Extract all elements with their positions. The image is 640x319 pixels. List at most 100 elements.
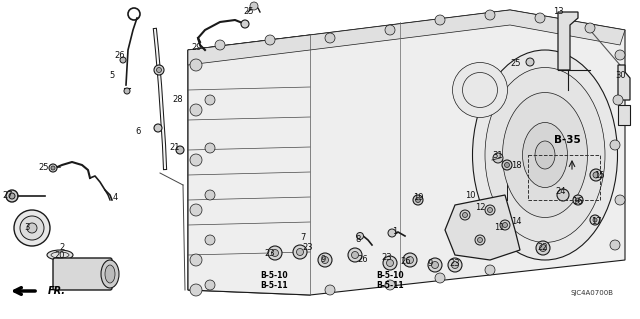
- Text: 17: 17: [591, 217, 602, 226]
- Circle shape: [536, 241, 550, 255]
- Circle shape: [415, 197, 420, 203]
- FancyBboxPatch shape: [53, 258, 112, 290]
- Circle shape: [190, 284, 202, 296]
- Text: 5: 5: [109, 70, 115, 79]
- Text: 9: 9: [428, 258, 433, 268]
- Circle shape: [403, 253, 417, 267]
- Circle shape: [351, 251, 358, 258]
- Circle shape: [504, 162, 509, 167]
- Circle shape: [485, 10, 495, 20]
- Circle shape: [451, 262, 458, 269]
- Circle shape: [485, 205, 495, 215]
- Text: 10: 10: [465, 191, 476, 201]
- Text: B-5-11: B-5-11: [260, 281, 288, 290]
- Text: 6: 6: [135, 128, 141, 137]
- Circle shape: [448, 258, 462, 272]
- Ellipse shape: [535, 141, 555, 169]
- Circle shape: [154, 65, 164, 75]
- Circle shape: [488, 207, 493, 212]
- Text: B-35: B-35: [554, 135, 580, 145]
- Circle shape: [49, 164, 57, 172]
- Text: 20: 20: [55, 250, 65, 259]
- Text: 26: 26: [358, 255, 368, 263]
- Text: 19: 19: [413, 192, 423, 202]
- Circle shape: [413, 195, 423, 205]
- Circle shape: [431, 262, 438, 269]
- Text: 11: 11: [493, 222, 504, 232]
- Text: 30: 30: [616, 70, 627, 79]
- Text: B-5-11: B-5-11: [376, 281, 404, 290]
- Circle shape: [27, 223, 37, 233]
- Text: 25: 25: [244, 6, 254, 16]
- Text: 23: 23: [450, 258, 460, 268]
- Circle shape: [493, 153, 503, 163]
- Text: 26: 26: [401, 256, 412, 265]
- Circle shape: [388, 229, 396, 237]
- Circle shape: [502, 222, 508, 227]
- Text: 21: 21: [170, 144, 180, 152]
- Circle shape: [475, 235, 485, 245]
- Circle shape: [593, 218, 597, 222]
- Text: 24: 24: [556, 188, 566, 197]
- Circle shape: [477, 238, 483, 242]
- Circle shape: [241, 20, 249, 28]
- Circle shape: [154, 124, 162, 132]
- Circle shape: [435, 273, 445, 283]
- Circle shape: [205, 143, 215, 153]
- Circle shape: [610, 140, 620, 150]
- Circle shape: [406, 256, 413, 263]
- Circle shape: [535, 13, 545, 23]
- Polygon shape: [558, 12, 578, 70]
- Circle shape: [613, 95, 623, 105]
- Text: 25: 25: [39, 164, 49, 173]
- Circle shape: [385, 280, 395, 290]
- Circle shape: [460, 210, 470, 220]
- Text: 27: 27: [3, 191, 13, 201]
- Circle shape: [485, 265, 495, 275]
- Circle shape: [385, 25, 395, 35]
- Circle shape: [190, 104, 202, 116]
- Polygon shape: [188, 10, 625, 65]
- Circle shape: [271, 249, 278, 256]
- Circle shape: [610, 240, 620, 250]
- Ellipse shape: [452, 63, 508, 117]
- Circle shape: [265, 35, 275, 45]
- Circle shape: [573, 195, 583, 205]
- Text: 28: 28: [173, 95, 183, 105]
- Text: 22: 22: [538, 243, 548, 253]
- Text: 13: 13: [553, 8, 563, 17]
- Ellipse shape: [47, 250, 73, 260]
- Text: 4: 4: [113, 192, 118, 202]
- Circle shape: [590, 215, 600, 225]
- Circle shape: [590, 169, 602, 181]
- Text: 25: 25: [511, 58, 521, 68]
- Ellipse shape: [485, 68, 605, 242]
- Polygon shape: [445, 195, 520, 260]
- Circle shape: [6, 190, 18, 202]
- Text: FR.: FR.: [48, 286, 66, 296]
- Bar: [528, 155, 600, 200]
- Circle shape: [502, 160, 512, 170]
- Circle shape: [215, 40, 225, 50]
- Text: 7: 7: [300, 233, 306, 241]
- Text: 12: 12: [475, 204, 485, 212]
- Circle shape: [325, 285, 335, 295]
- Ellipse shape: [101, 260, 119, 288]
- Circle shape: [250, 2, 258, 10]
- Circle shape: [14, 210, 50, 246]
- Circle shape: [176, 146, 184, 154]
- Circle shape: [526, 58, 534, 66]
- Text: 23: 23: [265, 249, 275, 257]
- Circle shape: [356, 233, 364, 240]
- Circle shape: [557, 189, 569, 201]
- Circle shape: [615, 195, 625, 205]
- Circle shape: [593, 172, 599, 178]
- Circle shape: [540, 244, 547, 251]
- Circle shape: [321, 256, 328, 263]
- Circle shape: [348, 248, 362, 262]
- Text: 16: 16: [572, 197, 582, 206]
- Circle shape: [318, 253, 332, 267]
- Circle shape: [190, 204, 202, 216]
- Circle shape: [190, 154, 202, 166]
- Text: 2: 2: [60, 243, 65, 253]
